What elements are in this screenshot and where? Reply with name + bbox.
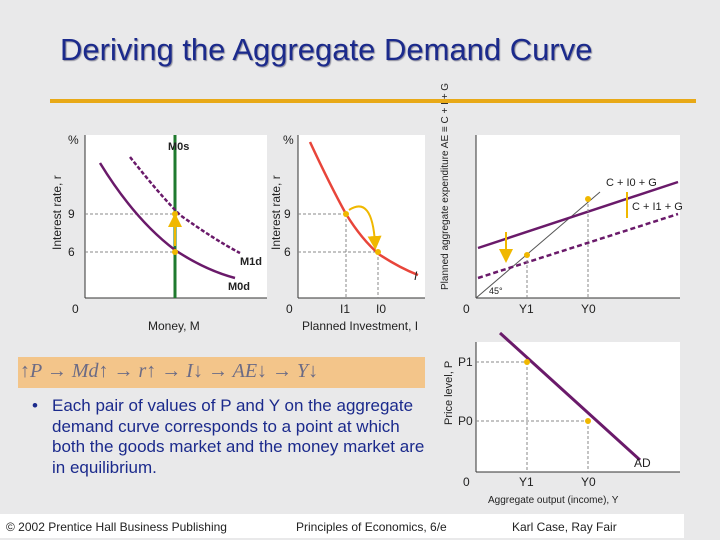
footer-copyright: © 2002 Prentice Hall Business Publishing <box>6 520 227 534</box>
percent-label: % <box>68 133 79 147</box>
causal-chain-band <box>18 357 425 388</box>
equilibrium-point <box>375 249 381 255</box>
y-axis-label: Interest rate, r <box>269 175 283 250</box>
money-demand-1-curve <box>129 156 241 255</box>
ae-line-1 <box>477 212 679 280</box>
tick-y0: Y0 <box>581 475 596 489</box>
investment-shift-arrow <box>348 205 382 250</box>
tick-6: 6 <box>284 245 291 259</box>
money-market-panel: % 9 6 0 Interest rate, r Money, M M0s M1… <box>50 133 267 333</box>
investment-panel: % 9 6 0 Interest rate, r I1 I0 Planned I… <box>269 133 425 333</box>
x-axis-label: Aggregate output (income), Y <box>488 495 619 506</box>
goods-market-panel: Planned aggregate expenditure AE ≡ C + I… <box>440 83 683 316</box>
ad-curve-label: AD <box>634 456 651 470</box>
origin-label: 0 <box>286 302 293 316</box>
ad-plot <box>476 342 680 472</box>
equilibrium-point <box>524 252 530 258</box>
tick-9: 9 <box>68 207 75 221</box>
title-underline <box>50 99 696 103</box>
percent-label: % <box>283 133 294 147</box>
origin-label: 0 <box>72 302 79 316</box>
origin-label: 0 <box>463 475 470 489</box>
equilibrium-point <box>585 196 591 202</box>
ad-curve <box>498 331 642 462</box>
tick-y1: Y1 <box>519 302 534 316</box>
y-axis-label: Planned aggregate expenditure AE ≡ C + I… <box>440 83 451 290</box>
angle-label: 45° <box>489 286 503 296</box>
equilibrium-point <box>172 211 178 217</box>
x-axis-label: Money, M <box>148 319 200 333</box>
tick-i0: I0 <box>376 302 386 316</box>
ad-panel: Price level, P P1 P0 0 Y1 Y0 AD Aggregat… <box>443 331 680 506</box>
y-axis-label: Price level, P <box>443 361 455 425</box>
tick-y1: Y1 <box>519 475 534 489</box>
tick-y0: Y0 <box>581 302 596 316</box>
money-demand-1-label: M1d <box>240 256 262 268</box>
investment-curve-label: I <box>414 269 418 283</box>
tick-p1: P1 <box>458 355 473 369</box>
causal-chain: ↑P → Md↑ → r↑ → I↓ → AE↓ → Y↓ <box>20 360 319 382</box>
bullet-text: Each pair of values of P and Y on the ag… <box>52 396 425 477</box>
ae-line-0-label: C + I0 + G <box>606 177 657 189</box>
footer-authors: Karl Case, Ray Fair <box>512 520 617 534</box>
bullet-marker: • <box>32 396 38 415</box>
equilibrium-point <box>172 249 178 255</box>
tick-6: 6 <box>68 245 75 259</box>
origin-label: 0 <box>463 302 470 316</box>
footer-book: Principles of Economics, 6/e <box>296 520 447 534</box>
equilibrium-point <box>343 211 349 217</box>
y-axis-label: Interest rate, r <box>50 175 64 250</box>
money-demand-0-label: M0d <box>228 281 250 293</box>
footer: © 2002 Prentice Hall Business Publishing… <box>0 514 684 538</box>
ad-point <box>524 359 530 365</box>
ae-line-0 <box>477 180 679 250</box>
45-degree-line <box>475 191 601 299</box>
tick-p0: P0 <box>458 414 473 428</box>
tick-9: 9 <box>284 207 291 221</box>
investment-curve <box>308 141 419 277</box>
page-title: Deriving the Aggregate Demand Curve <box>60 32 593 67</box>
goods-market-plot <box>476 135 680 298</box>
tick-i1: I1 <box>340 302 350 316</box>
money-supply-label: M0s <box>168 141 189 153</box>
ad-point <box>585 418 591 424</box>
x-axis-label: Planned Investment, I <box>302 319 418 333</box>
ae-line-1-label: C + I1 + G <box>632 201 683 213</box>
